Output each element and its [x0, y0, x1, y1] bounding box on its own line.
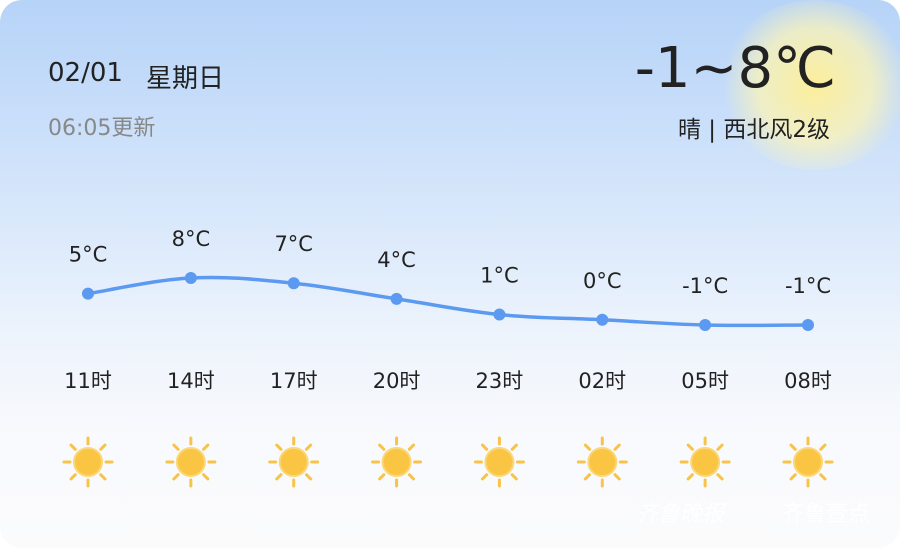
sun-ray [510, 443, 518, 451]
sun-disc [175, 447, 206, 477]
temperature-point [287, 277, 300, 290]
sun-ray [510, 473, 518, 481]
sun-icon [679, 436, 731, 488]
sun-icon [165, 436, 217, 488]
sun-disc [278, 447, 309, 477]
sun-ray [378, 473, 386, 481]
weekday: 星期日 [146, 64, 225, 94]
sun-ray [407, 473, 416, 481]
temperature-point [802, 319, 814, 331]
sun-icon [62, 436, 114, 488]
value-label: -1°C [682, 274, 728, 298]
sun-icon [782, 436, 834, 488]
hour-label: 20时 [373, 369, 421, 393]
sun-disc [381, 447, 412, 477]
value-label: -1°C [785, 274, 831, 298]
sun-ray [583, 473, 592, 481]
sun-icon [268, 436, 320, 488]
sun-disc [793, 447, 823, 477]
condition: 晴 | 西北风2级 [677, 117, 830, 143]
sun-ray [819, 443, 827, 451]
sun-ray [819, 473, 827, 481]
sun-ray [378, 443, 386, 451]
sun-disc [690, 447, 721, 477]
sun-ray [172, 473, 180, 481]
sun-ray [304, 473, 313, 481]
sun-ray [99, 473, 107, 481]
hour-label: 08时 [784, 369, 832, 393]
sun-ray [275, 473, 283, 481]
sun-ray [716, 473, 724, 481]
value-label: 1°C [480, 264, 519, 288]
sun-ray [480, 443, 489, 451]
watermark-paper: 齐鲁晚报 [636, 502, 725, 527]
value-label: 7°C [274, 232, 313, 256]
sun-disc [587, 447, 618, 477]
temperature-point [493, 308, 506, 321]
temperature-line [87, 275, 809, 328]
sun-disc [484, 447, 515, 477]
hour-label: 05时 [681, 369, 729, 393]
sun-ray [789, 443, 797, 451]
temperature-point [699, 319, 712, 331]
temperature-point [82, 287, 94, 300]
sun-ray [202, 473, 210, 481]
sun-ray [304, 443, 313, 451]
sun-ray [69, 473, 77, 481]
sun-glow [720, 0, 900, 170]
update-time: 06:05更新 [48, 116, 156, 141]
sun-icon [371, 436, 423, 488]
sun-ray [275, 443, 283, 451]
sun-icon [576, 436, 628, 488]
hour-label: 17时 [270, 369, 318, 393]
sun-ray [172, 443, 180, 451]
hour-label: 11时 [64, 369, 112, 393]
sun-ray [407, 443, 416, 451]
value-label: 5°C [69, 243, 108, 267]
sun-ray [686, 443, 694, 451]
sun-ray [686, 473, 694, 481]
temperature-point [184, 272, 197, 284]
sun-ray [99, 443, 107, 451]
sun-ray [716, 443, 724, 451]
temperature-point [596, 313, 609, 326]
sun-ray [202, 443, 210, 451]
sun-ray [789, 473, 797, 481]
sun-disc [73, 447, 103, 477]
sun-ray [583, 443, 592, 451]
sun-ray [613, 473, 621, 481]
hour-label: 23时 [476, 369, 524, 393]
sun-ray [480, 473, 489, 481]
temperature-range: -1~8℃ [634, 36, 836, 101]
date: 02/01 [48, 58, 123, 88]
hour-label: 02时 [578, 369, 626, 393]
sun-icon [473, 436, 525, 488]
watermark-app: 齐鲁壹点 [782, 502, 871, 527]
hour-label: 14时 [167, 369, 215, 393]
temperature-point [390, 292, 403, 305]
value-label: 4°C [377, 248, 416, 272]
sun-ray [613, 443, 621, 451]
sun-ray [69, 443, 77, 451]
value-label: 8°C [172, 227, 211, 251]
value-label: 0°C [583, 269, 622, 293]
